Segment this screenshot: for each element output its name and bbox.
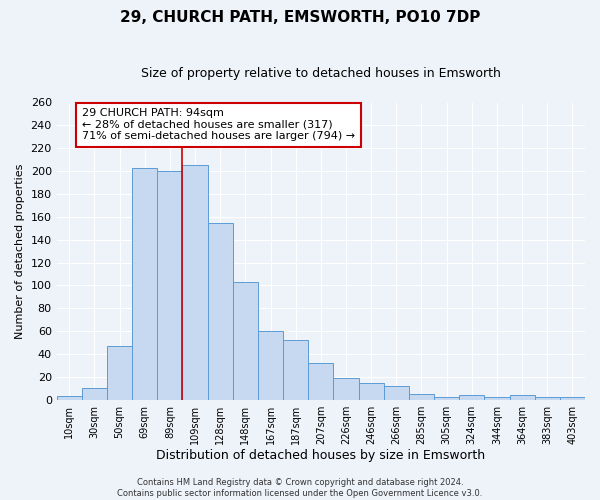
Bar: [509, 395, 535, 400]
Bar: [308, 363, 334, 400]
Bar: [157, 171, 182, 400]
Bar: [107, 346, 132, 400]
Y-axis label: Number of detached properties: Number of detached properties: [15, 164, 25, 339]
X-axis label: Distribution of detached houses by size in Emsworth: Distribution of detached houses by size …: [156, 450, 485, 462]
Bar: [384, 386, 409, 400]
Bar: [459, 395, 484, 400]
Bar: [56, 396, 82, 400]
Bar: [359, 382, 384, 400]
Bar: [132, 168, 157, 400]
Bar: [535, 398, 560, 400]
Bar: [208, 222, 233, 400]
Bar: [283, 340, 308, 400]
Bar: [334, 378, 359, 400]
Bar: [82, 388, 107, 400]
Bar: [258, 331, 283, 400]
Bar: [560, 398, 585, 400]
Bar: [484, 398, 509, 400]
Bar: [182, 166, 208, 400]
Bar: [233, 282, 258, 400]
Title: Size of property relative to detached houses in Emsworth: Size of property relative to detached ho…: [141, 68, 501, 80]
Bar: [409, 394, 434, 400]
Text: 29, CHURCH PATH, EMSWORTH, PO10 7DP: 29, CHURCH PATH, EMSWORTH, PO10 7DP: [120, 10, 480, 25]
Text: 29 CHURCH PATH: 94sqm
← 28% of detached houses are smaller (317)
71% of semi-det: 29 CHURCH PATH: 94sqm ← 28% of detached …: [82, 108, 355, 142]
Text: Contains HM Land Registry data © Crown copyright and database right 2024.
Contai: Contains HM Land Registry data © Crown c…: [118, 478, 482, 498]
Bar: [434, 398, 459, 400]
